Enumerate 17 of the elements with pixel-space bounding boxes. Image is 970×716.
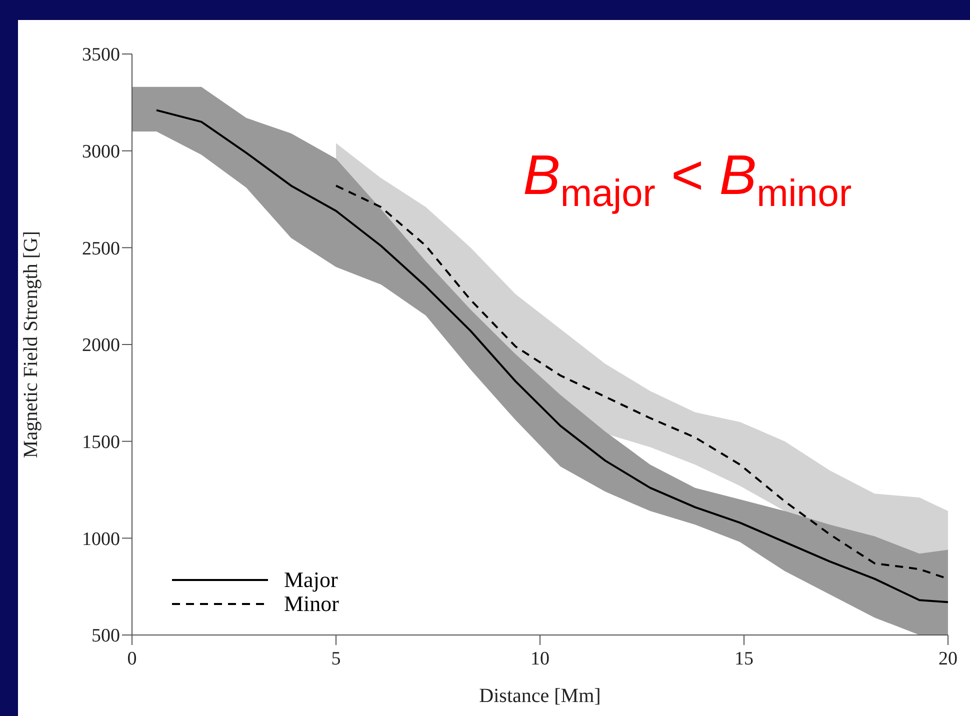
y-axis-title: Magnetic Field Strength [G] xyxy=(20,230,42,458)
y-tick-label: 1000 xyxy=(82,528,120,550)
y-tick-label: 1500 xyxy=(82,432,120,454)
x-tick-label: 20 xyxy=(938,648,958,670)
y-tick-label: 2000 xyxy=(82,335,120,356)
annotation: B$_{major}$ < B$_{minor}$ xyxy=(523,142,852,216)
x-tick-label: 0 xyxy=(127,648,137,670)
x-tick-label: 10 xyxy=(530,648,550,670)
x-axis-title: Distance [Mm] xyxy=(479,685,601,707)
y-tick-label: 3500 xyxy=(82,44,120,66)
x-tick-label: 5 xyxy=(331,648,341,670)
x-tick-label: 15 xyxy=(734,648,754,670)
legend-label: Minor xyxy=(284,591,339,616)
y-tick-label: 2500 xyxy=(82,238,120,260)
y-tick-label: 500 xyxy=(92,626,120,647)
y-tick-label: 3000 xyxy=(82,142,120,163)
legend-label: Major xyxy=(284,567,338,592)
